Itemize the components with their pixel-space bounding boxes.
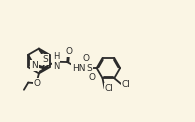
Text: Cl: Cl (105, 84, 113, 93)
Text: O: O (88, 73, 95, 82)
Text: HN: HN (72, 64, 85, 73)
Text: O: O (66, 47, 73, 56)
Text: S: S (86, 64, 92, 73)
Text: H
N: H N (53, 52, 59, 71)
Text: N: N (31, 61, 38, 70)
Text: O: O (34, 79, 41, 88)
Text: S: S (42, 55, 48, 64)
Text: O: O (83, 54, 90, 63)
Text: Cl: Cl (121, 80, 130, 89)
